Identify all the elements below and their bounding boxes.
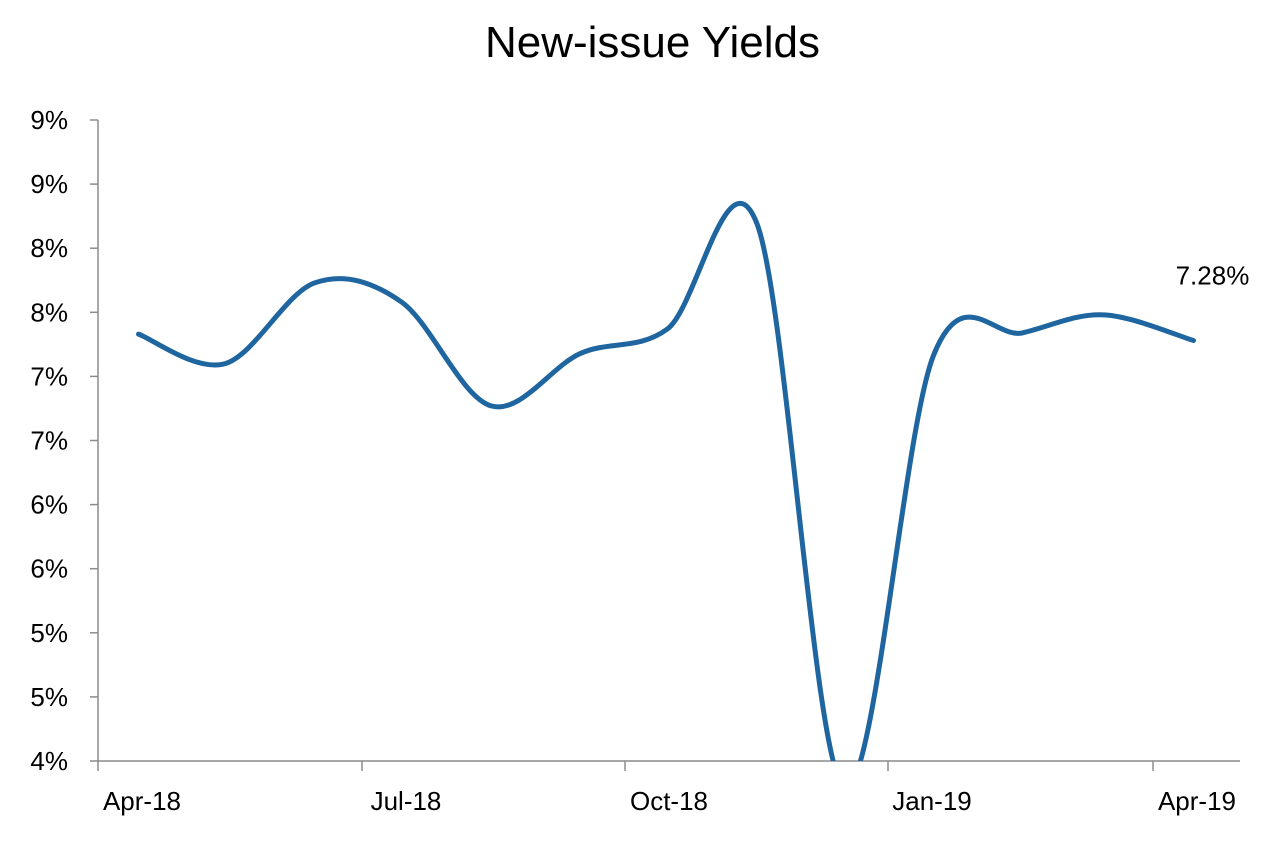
y-tick-label: 9% <box>30 105 68 135</box>
y-tick-label: 8% <box>30 233 68 263</box>
y-tick-label: 7% <box>30 361 68 391</box>
x-tick-label: Apr-19 <box>1158 786 1236 816</box>
series-layer <box>136 200 1196 761</box>
y-tick-label: 4% <box>30 746 68 776</box>
y-tick-label: 5% <box>30 682 68 712</box>
x-tick-label: Jan-19 <box>892 786 972 816</box>
x-tick-label: Oct-18 <box>630 786 708 816</box>
x-tick-label: Jul-18 <box>371 786 442 816</box>
y-tick-label: 6% <box>30 490 68 520</box>
chart-title: New-issue Yields <box>484 18 821 67</box>
y-tick-label: 8% <box>30 297 68 327</box>
y-tick-label: 9% <box>30 169 68 199</box>
y-tick-label: 6% <box>30 554 68 584</box>
x-tick-label: Apr-18 <box>103 786 181 816</box>
labels-layer: 7.28% <box>1176 261 1250 291</box>
data-label: 7.28% <box>1176 261 1250 291</box>
axes: 4% 5% 5% 6% 6% 7% 7% 8% 8% 9% 9% Apr-18 Jul-18 Oct-18… <box>30 105 1240 816</box>
y-tick-label: 7% <box>30 426 68 456</box>
y-tick-label: 5% <box>30 618 68 648</box>
series-line <box>136 200 1196 761</box>
